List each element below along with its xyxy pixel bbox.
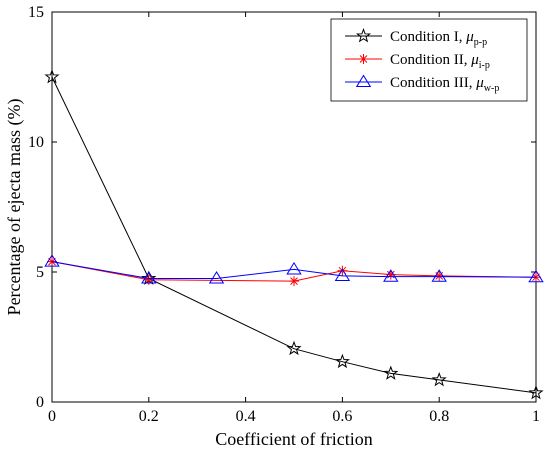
series-3	[44, 254, 544, 284]
x-tick-label: 0.6	[332, 408, 352, 425]
x-tick-label: 0	[48, 408, 56, 425]
legend-entry: Condition II, μi-p	[390, 52, 490, 71]
legend-marker	[358, 54, 369, 64]
y-tick-label: 15	[28, 4, 44, 21]
series-1-point	[383, 365, 399, 380]
series-layer	[44, 69, 544, 400]
x-tick-label: 0.2	[139, 408, 159, 425]
series-1-point	[431, 371, 447, 387]
series-3-point	[208, 271, 225, 284]
y-tick-label: 0	[36, 394, 44, 411]
series-3-point	[334, 268, 351, 281]
series-1-point	[334, 353, 350, 369]
legend-entry: Condition III, μw-p	[390, 75, 499, 94]
series-3-line	[51, 261, 537, 279]
legend: Condition I, μp-p Condition II, μi-p Condi…	[330, 18, 528, 102]
series-3-point	[44, 254, 60, 267]
x-tick-label: 0.8	[429, 408, 449, 425]
series-1	[44, 69, 544, 400]
series-3-point	[528, 269, 544, 283]
legend-marker	[355, 74, 372, 88]
legend-entry: Condition I, μp-p	[390, 29, 487, 48]
legend-marker	[355, 28, 372, 43]
series-1-point	[528, 384, 544, 400]
series-3-point	[431, 269, 447, 282]
series-3-point	[383, 269, 399, 282]
series-1-point	[286, 340, 302, 356]
x-tick-label: 1	[532, 408, 540, 425]
series-2	[47, 256, 541, 287]
series-2-point	[143, 274, 154, 285]
series-1-point	[44, 69, 60, 84]
x-tick-label: 0.4	[236, 408, 256, 425]
series-3-point	[141, 271, 157, 284]
series-3-point	[286, 261, 302, 275]
series-1-line	[51, 76, 537, 394]
x-axis-label: Coefficient of friction	[215, 429, 373, 449]
y-axis-label: Percentage of ejecta mass (%)	[4, 99, 25, 316]
y-tick-label: 10	[28, 134, 44, 151]
y-tick-label: 5	[36, 264, 44, 281]
plot-frame	[51, 11, 537, 403]
series-2-point	[289, 276, 299, 287]
